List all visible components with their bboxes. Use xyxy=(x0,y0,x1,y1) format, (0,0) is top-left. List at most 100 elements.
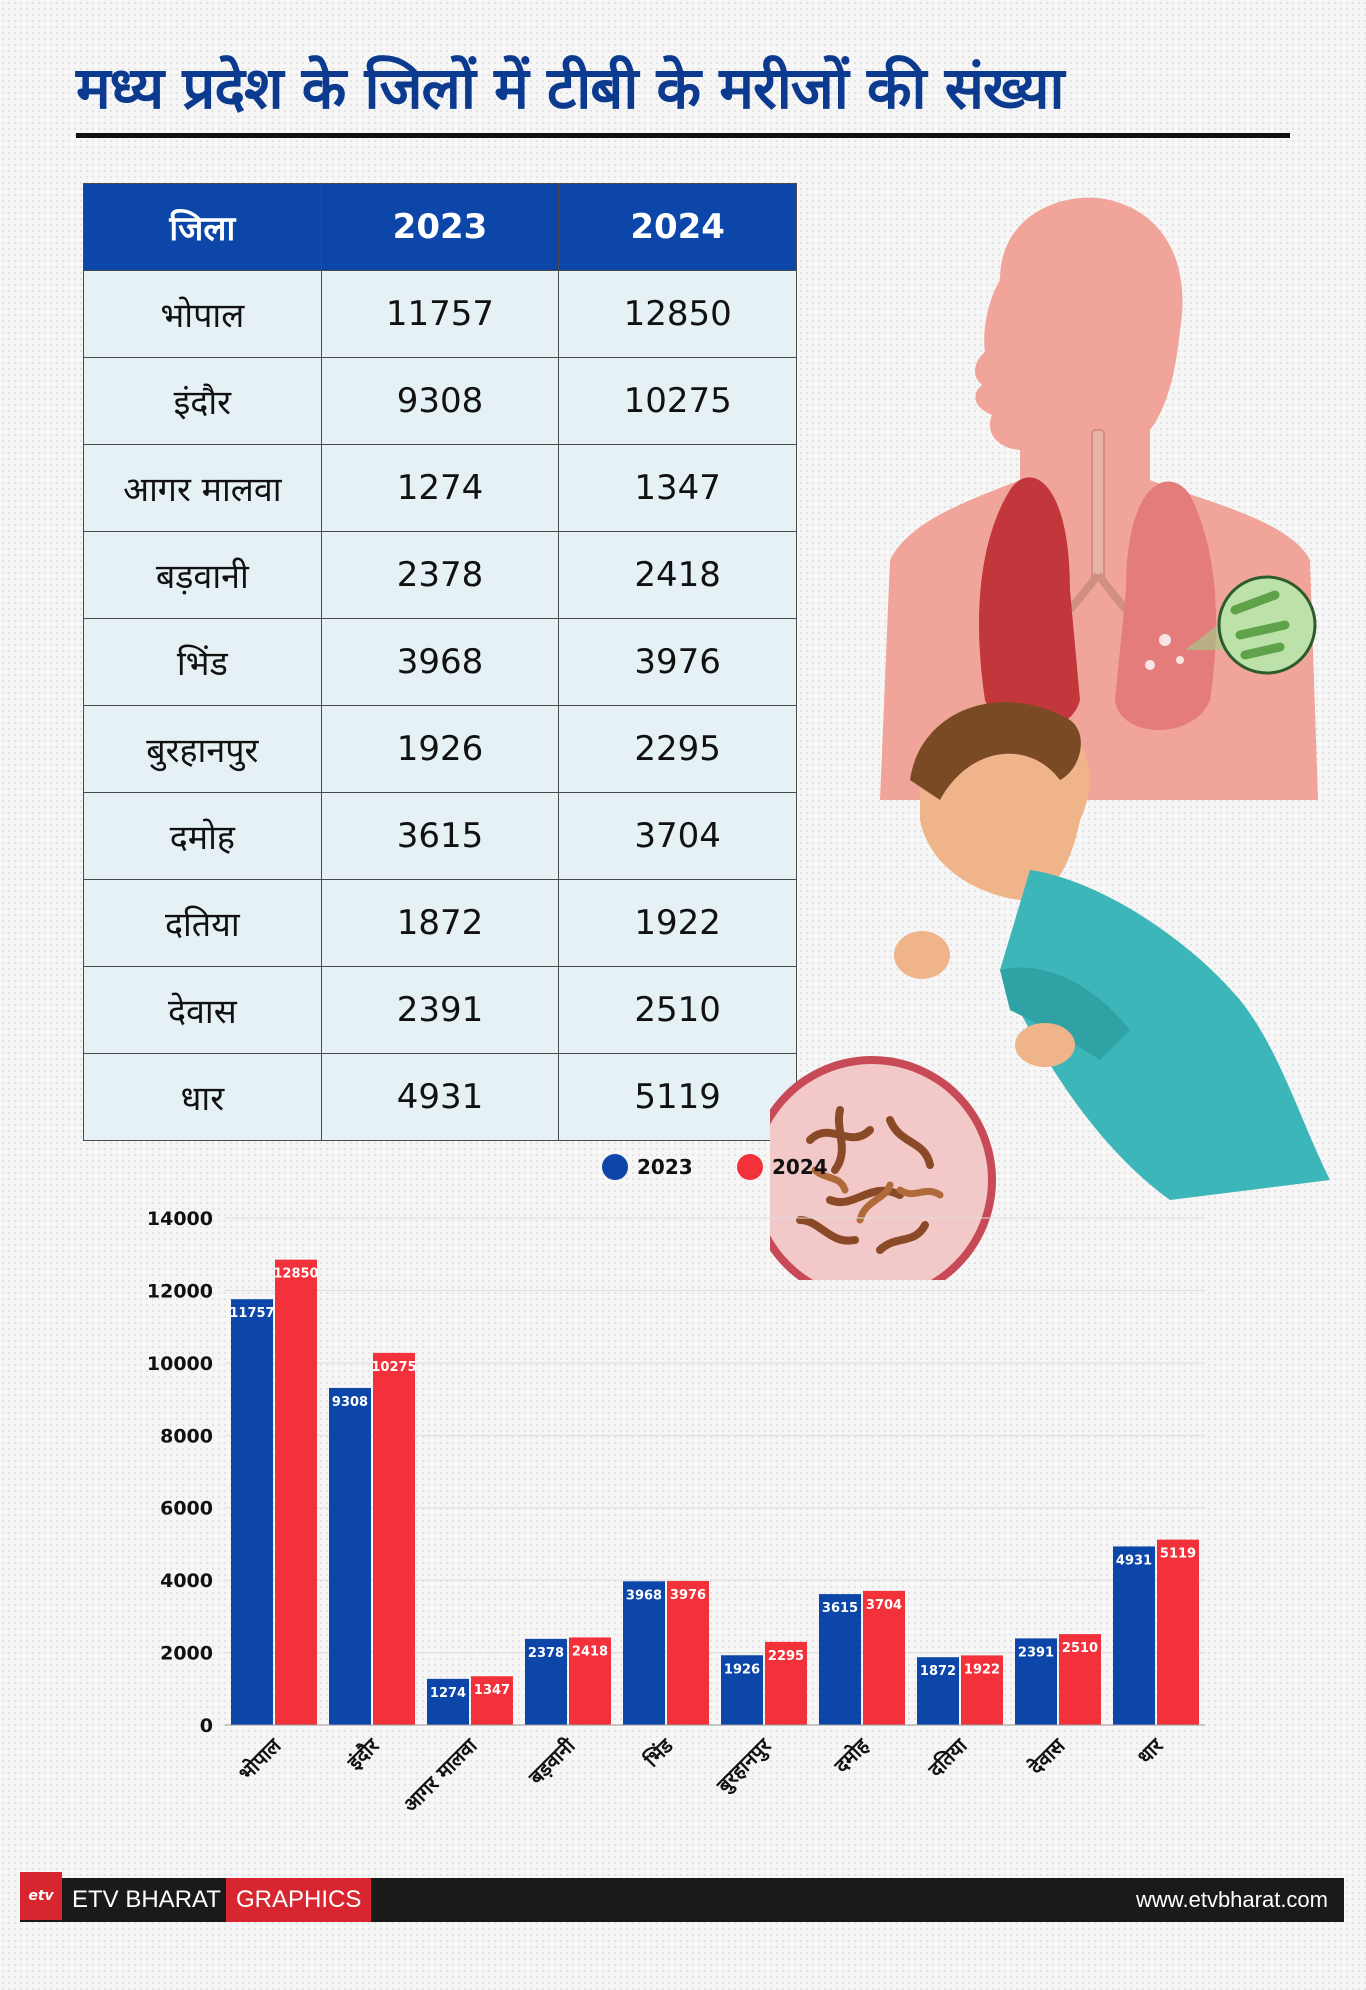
bar-2023 xyxy=(427,1678,469,1725)
bar-data-label: 3976 xyxy=(670,1588,706,1603)
y-tick-label: 12000 xyxy=(147,1280,213,1302)
bar-data-label: 2378 xyxy=(528,1646,564,1661)
cell-2024: 3976 xyxy=(558,618,797,706)
table-row: आगर मालवा 1274 1347 xyxy=(83,444,797,532)
bar-2023 xyxy=(917,1657,959,1725)
cell-2023: 3615 xyxy=(320,792,560,880)
bar-2023 xyxy=(1113,1546,1155,1725)
table-row: भोपाल 11757 12850 xyxy=(83,270,797,358)
bar-2024 xyxy=(1059,1634,1101,1725)
bar-2024 xyxy=(471,1676,513,1725)
legend-label: 2024 xyxy=(772,1155,828,1179)
bar-data-label: 1926 xyxy=(724,1662,760,1677)
cell-2024: 5119 xyxy=(558,1053,797,1141)
bar-data-label: 3968 xyxy=(626,1588,662,1603)
bar-data-label: 1347 xyxy=(474,1683,510,1698)
cell-district: देवास xyxy=(83,966,322,1054)
y-tick-label: 8000 xyxy=(160,1425,213,1447)
x-tick-label: इंदौर xyxy=(342,1733,384,1775)
cell-2024: 1922 xyxy=(558,879,797,967)
y-tick-label: 0 xyxy=(200,1715,213,1737)
bar-2023 xyxy=(525,1638,567,1725)
bar-2024 xyxy=(1157,1539,1199,1725)
x-tick-label: दतिया xyxy=(923,1733,972,1782)
cell-district: भिंड xyxy=(83,618,322,706)
cell-2023: 3968 xyxy=(320,618,560,706)
cell-2023: 4931 xyxy=(320,1053,560,1141)
table-row: बड़वानी 2378 2418 xyxy=(83,531,797,619)
cell-district: बुरहानपुर xyxy=(83,705,322,793)
bar-2024 xyxy=(275,1259,317,1725)
cell-2023: 1872 xyxy=(320,879,560,967)
header-2024: 2024 xyxy=(558,183,797,271)
bar-data-label: 2510 xyxy=(1062,1641,1098,1656)
y-tick-label: 4000 xyxy=(160,1570,213,1592)
table-row: धार 4931 5119 xyxy=(83,1053,797,1141)
bar-2023 xyxy=(721,1655,763,1725)
bacteria-zoom-icon xyxy=(1185,575,1317,675)
bar-data-label: 4931 xyxy=(1116,1553,1152,1568)
x-tick-label: भोपाल xyxy=(234,1733,287,1786)
bar-2023 xyxy=(231,1299,273,1725)
etv-logo: etv xyxy=(20,1872,62,1920)
footer-brand: ETV BHARAT xyxy=(72,1886,221,1913)
y-tick-label: 14000 xyxy=(147,1208,213,1230)
legend-label: 2023 xyxy=(637,1155,693,1179)
y-tick-label: 2000 xyxy=(160,1643,213,1665)
bar-data-label: 9308 xyxy=(332,1395,368,1410)
bar-data-label: 5119 xyxy=(1160,1547,1196,1562)
bar-data-label: 1274 xyxy=(430,1686,466,1701)
bar-2023 xyxy=(819,1594,861,1725)
x-tick-label: दमोह xyxy=(829,1733,875,1779)
cell-2024: 2510 xyxy=(558,966,797,1054)
coughing-man-icon xyxy=(894,702,1330,1200)
cell-district: धार xyxy=(83,1053,322,1141)
cell-2023: 2391 xyxy=(320,966,560,1054)
header-district: जिला xyxy=(83,183,322,271)
lungs-icon xyxy=(979,429,1217,730)
district-table: जिला 2023 2024 भोपाल 11757 12850 इंदौर 9308… xyxy=(83,183,797,1141)
cell-2024: 10275 xyxy=(558,357,797,445)
x-tick-label: भिंड xyxy=(639,1733,679,1773)
table-row: देवास 2391 2510 xyxy=(83,966,797,1054)
cell-2023: 2378 xyxy=(320,531,560,619)
y-tick-label: 10000 xyxy=(147,1353,213,1375)
table-row: इंदौर 9308 10275 xyxy=(83,357,797,445)
cell-2024: 3704 xyxy=(558,792,797,880)
cell-2024: 2418 xyxy=(558,531,797,619)
bar-2024 xyxy=(569,1637,611,1725)
bar-data-label: 2418 xyxy=(572,1644,608,1659)
table-row: बुरहानपुर 1926 2295 xyxy=(83,705,797,793)
table-row: दमोह 3615 3704 xyxy=(83,792,797,880)
legend-marker-2024 xyxy=(737,1154,763,1180)
bar-2023 xyxy=(1015,1638,1057,1725)
bar-data-label: 2391 xyxy=(1018,1645,1054,1660)
x-tick-label: धार xyxy=(1132,1733,1168,1769)
bar-2024 xyxy=(863,1590,905,1725)
footer-url[interactable]: www.etvbharat.com xyxy=(1136,1887,1328,1912)
x-tick-label: बुरहानपुर xyxy=(711,1733,777,1799)
cell-district: बड़वानी xyxy=(83,531,322,619)
bar-2024 xyxy=(373,1352,415,1725)
cell-2024: 12850 xyxy=(558,270,797,358)
cell-2023: 11757 xyxy=(320,270,560,358)
cell-2023: 9308 xyxy=(320,357,560,445)
footer: etv ETV BHARAT GRAPHICS www.etvbharat.co… xyxy=(20,1872,1344,1928)
bar-2024 xyxy=(765,1641,807,1725)
cell-district: दमोह xyxy=(83,792,322,880)
bar-data-label: 3704 xyxy=(866,1598,902,1613)
bar-data-label: 11757 xyxy=(229,1306,274,1321)
cell-2024: 1347 xyxy=(558,444,797,532)
cell-district: भोपाल xyxy=(83,270,322,358)
tb-bar-chart: 0 2000 4000 6000 8000 10000 12000 14000 11757 128… xyxy=(147,1154,1205,1817)
cell-2023: 1274 xyxy=(320,444,560,532)
bar-2023 xyxy=(329,1387,371,1725)
cell-district: दतिया xyxy=(83,879,322,967)
table-row: भिंड 3968 3976 xyxy=(83,618,797,706)
cell-district: इंदौर xyxy=(83,357,322,445)
bar-data-label: 2295 xyxy=(768,1649,804,1664)
bar-2024 xyxy=(961,1655,1003,1725)
title-underline xyxy=(76,133,1290,138)
bar-data-label: 1922 xyxy=(964,1662,1000,1677)
table-row: दतिया 1872 1922 xyxy=(83,879,797,967)
